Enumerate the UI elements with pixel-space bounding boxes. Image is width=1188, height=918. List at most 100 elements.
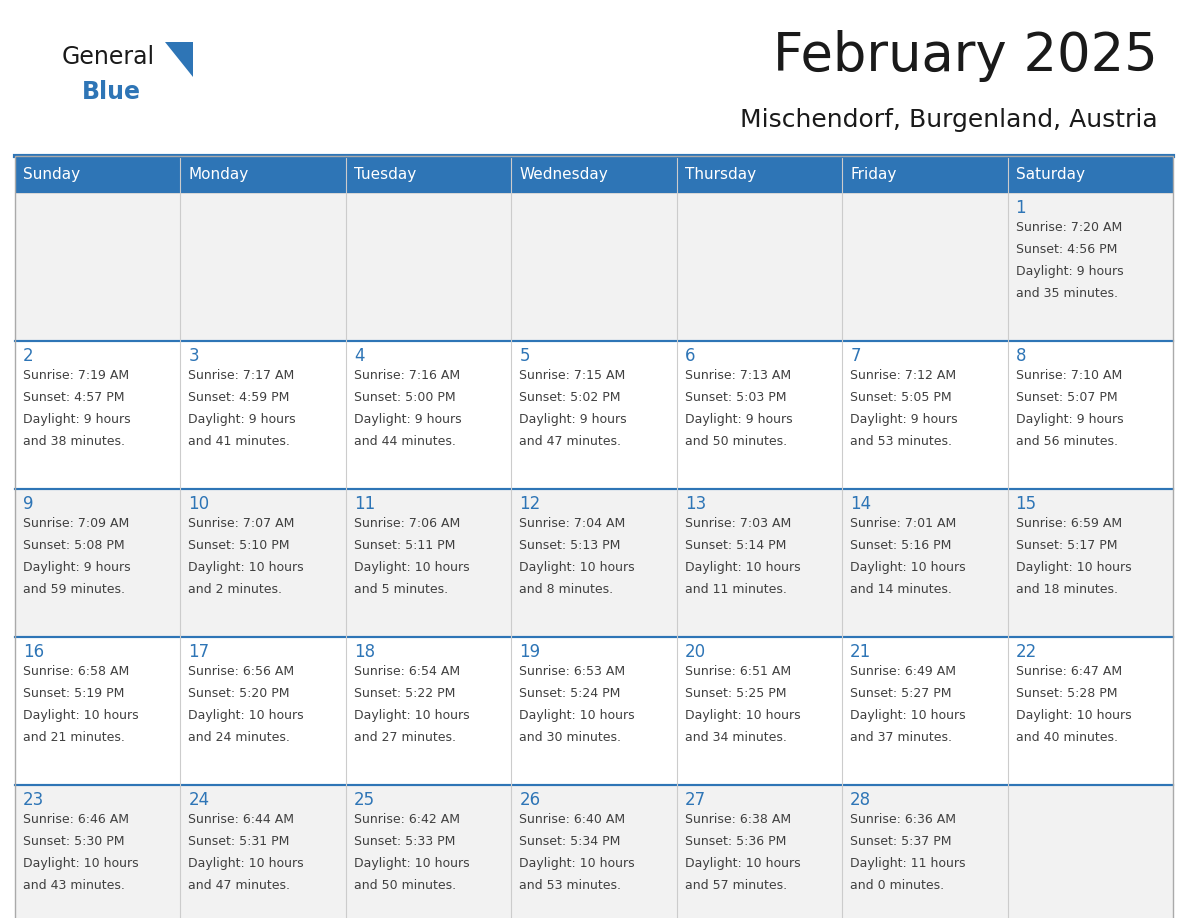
Text: Sunrise: 6:56 AM: Sunrise: 6:56 AM	[189, 665, 295, 678]
Text: Daylight: 10 hours: Daylight: 10 hours	[1016, 709, 1131, 722]
Text: and 38 minutes.: and 38 minutes.	[23, 435, 125, 448]
Text: Daylight: 10 hours: Daylight: 10 hours	[519, 561, 634, 574]
Text: Sunrise: 6:51 AM: Sunrise: 6:51 AM	[684, 665, 791, 678]
Text: and 14 minutes.: and 14 minutes.	[851, 583, 952, 596]
Bar	[677, 785, 842, 918]
Text: Thursday: Thursday	[684, 167, 756, 182]
Text: and 5 minutes.: and 5 minutes.	[354, 583, 448, 596]
Text: Sunset: 5:00 PM: Sunset: 5:00 PM	[354, 391, 455, 404]
Bar	[15, 341, 181, 489]
Text: Daylight: 10 hours: Daylight: 10 hours	[354, 561, 469, 574]
Text: Sunrise: 7:04 AM: Sunrise: 7:04 AM	[519, 517, 626, 530]
Text: Sunset: 5:28 PM: Sunset: 5:28 PM	[1016, 687, 1117, 700]
Text: Sunrise: 7:15 AM: Sunrise: 7:15 AM	[519, 369, 626, 382]
Text: Sunrise: 7:07 AM: Sunrise: 7:07 AM	[189, 517, 295, 530]
Text: and 35 minutes.: and 35 minutes.	[1016, 287, 1118, 300]
Text: Sunrise: 6:44 AM: Sunrise: 6:44 AM	[189, 813, 295, 826]
Text: 22: 22	[1016, 643, 1037, 661]
Bar	[15, 489, 181, 637]
Text: and 34 minutes.: and 34 minutes.	[684, 731, 786, 744]
Text: Sunrise: 7:03 AM: Sunrise: 7:03 AM	[684, 517, 791, 530]
Text: 27: 27	[684, 791, 706, 809]
Text: and 47 minutes.: and 47 minutes.	[189, 879, 290, 892]
Bar	[346, 785, 511, 918]
Bar	[677, 341, 842, 489]
Text: and 59 minutes.: and 59 minutes.	[23, 583, 125, 596]
Text: 1: 1	[1016, 199, 1026, 217]
Bar	[511, 637, 677, 785]
Text: Sunrise: 6:36 AM: Sunrise: 6:36 AM	[851, 813, 956, 826]
Bar	[511, 341, 677, 489]
Text: Sunrise: 6:47 AM: Sunrise: 6:47 AM	[1016, 665, 1121, 678]
Text: Daylight: 9 hours: Daylight: 9 hours	[851, 413, 958, 426]
Text: Sunset: 5:10 PM: Sunset: 5:10 PM	[189, 539, 290, 552]
Text: 5: 5	[519, 347, 530, 365]
Text: and 0 minutes.: and 0 minutes.	[851, 879, 944, 892]
Text: Sunrise: 7:10 AM: Sunrise: 7:10 AM	[1016, 369, 1121, 382]
Bar	[677, 193, 842, 341]
Text: 26: 26	[519, 791, 541, 809]
Text: 28: 28	[851, 791, 871, 809]
Text: Sunset: 5:16 PM: Sunset: 5:16 PM	[851, 539, 952, 552]
Text: 8: 8	[1016, 347, 1026, 365]
Text: and 27 minutes.: and 27 minutes.	[354, 731, 456, 744]
Text: Daylight: 10 hours: Daylight: 10 hours	[519, 857, 634, 870]
Bar	[1007, 489, 1173, 637]
Text: Daylight: 10 hours: Daylight: 10 hours	[684, 561, 801, 574]
Text: 4: 4	[354, 347, 365, 365]
Bar	[181, 341, 346, 489]
Text: 7: 7	[851, 347, 860, 365]
Text: Sunrise: 6:49 AM: Sunrise: 6:49 AM	[851, 665, 956, 678]
Text: 6: 6	[684, 347, 695, 365]
Text: Sunrise: 7:12 AM: Sunrise: 7:12 AM	[851, 369, 956, 382]
Text: Sunset: 5:08 PM: Sunset: 5:08 PM	[23, 539, 125, 552]
Bar	[1007, 341, 1173, 489]
Text: Sunset: 5:05 PM: Sunset: 5:05 PM	[851, 391, 952, 404]
Text: Sunrise: 7:01 AM: Sunrise: 7:01 AM	[851, 517, 956, 530]
Text: Daylight: 10 hours: Daylight: 10 hours	[189, 561, 304, 574]
Bar	[15, 193, 181, 341]
Text: Daylight: 10 hours: Daylight: 10 hours	[354, 857, 469, 870]
Text: Daylight: 9 hours: Daylight: 9 hours	[354, 413, 461, 426]
Text: 17: 17	[189, 643, 209, 661]
Text: Daylight: 9 hours: Daylight: 9 hours	[1016, 413, 1123, 426]
Text: Sunset: 5:30 PM: Sunset: 5:30 PM	[23, 835, 125, 848]
Text: Sunset: 5:33 PM: Sunset: 5:33 PM	[354, 835, 455, 848]
Text: Sunrise: 7:17 AM: Sunrise: 7:17 AM	[189, 369, 295, 382]
Text: Daylight: 10 hours: Daylight: 10 hours	[851, 709, 966, 722]
Bar	[181, 785, 346, 918]
Text: Sunset: 5:02 PM: Sunset: 5:02 PM	[519, 391, 621, 404]
Bar	[1007, 785, 1173, 918]
Bar	[181, 637, 346, 785]
Text: Sunset: 5:34 PM: Sunset: 5:34 PM	[519, 835, 620, 848]
Text: Sunset: 5:19 PM: Sunset: 5:19 PM	[23, 687, 125, 700]
Text: and 47 minutes.: and 47 minutes.	[519, 435, 621, 448]
Text: Sunset: 5:11 PM: Sunset: 5:11 PM	[354, 539, 455, 552]
Text: Blue: Blue	[82, 80, 141, 104]
Text: and 2 minutes.: and 2 minutes.	[189, 583, 283, 596]
Text: and 57 minutes.: and 57 minutes.	[684, 879, 786, 892]
Text: Sunset: 5:03 PM: Sunset: 5:03 PM	[684, 391, 786, 404]
Bar	[346, 193, 511, 341]
Text: 15: 15	[1016, 495, 1037, 513]
Text: Daylight: 9 hours: Daylight: 9 hours	[684, 413, 792, 426]
Text: Sunday: Sunday	[23, 167, 80, 182]
Bar	[346, 489, 511, 637]
Text: Sunrise: 6:42 AM: Sunrise: 6:42 AM	[354, 813, 460, 826]
Polygon shape	[165, 42, 192, 77]
Bar	[15, 785, 181, 918]
Text: Daylight: 11 hours: Daylight: 11 hours	[851, 857, 966, 870]
Text: Monday: Monday	[189, 167, 248, 182]
Text: Wednesday: Wednesday	[519, 167, 608, 182]
Text: Daylight: 10 hours: Daylight: 10 hours	[189, 709, 304, 722]
Text: Daylight: 10 hours: Daylight: 10 hours	[684, 857, 801, 870]
Bar	[677, 489, 842, 637]
Text: and 56 minutes.: and 56 minutes.	[1016, 435, 1118, 448]
Text: 23: 23	[23, 791, 44, 809]
Text: Daylight: 10 hours: Daylight: 10 hours	[519, 709, 634, 722]
Text: and 43 minutes.: and 43 minutes.	[23, 879, 125, 892]
Bar	[1007, 156, 1173, 193]
Bar	[15, 156, 181, 193]
Text: Sunset: 5:31 PM: Sunset: 5:31 PM	[189, 835, 290, 848]
Text: Saturday: Saturday	[1016, 167, 1085, 182]
